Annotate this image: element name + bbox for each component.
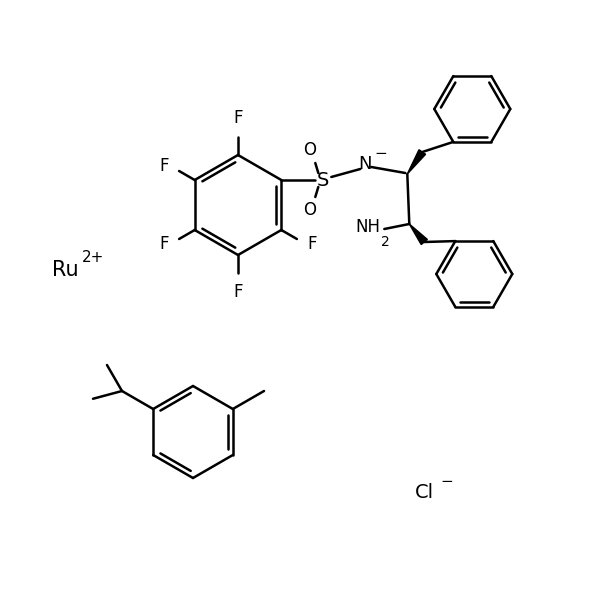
Text: N: N (359, 155, 372, 173)
Text: 2: 2 (382, 235, 390, 249)
Polygon shape (407, 150, 425, 174)
Text: 2+: 2+ (82, 251, 104, 265)
Text: O: O (303, 201, 316, 219)
Text: −: − (374, 146, 387, 161)
Text: −: − (440, 475, 453, 490)
Text: Cl: Cl (415, 482, 434, 502)
Text: F: F (160, 235, 169, 253)
Text: Ru: Ru (52, 260, 79, 280)
Text: F: F (233, 283, 243, 301)
Text: S: S (317, 170, 329, 190)
Text: F: F (233, 109, 243, 127)
Text: F: F (307, 235, 316, 253)
Text: O: O (303, 141, 316, 159)
Polygon shape (409, 224, 427, 245)
Text: F: F (160, 157, 169, 175)
Text: NH: NH (355, 218, 380, 236)
